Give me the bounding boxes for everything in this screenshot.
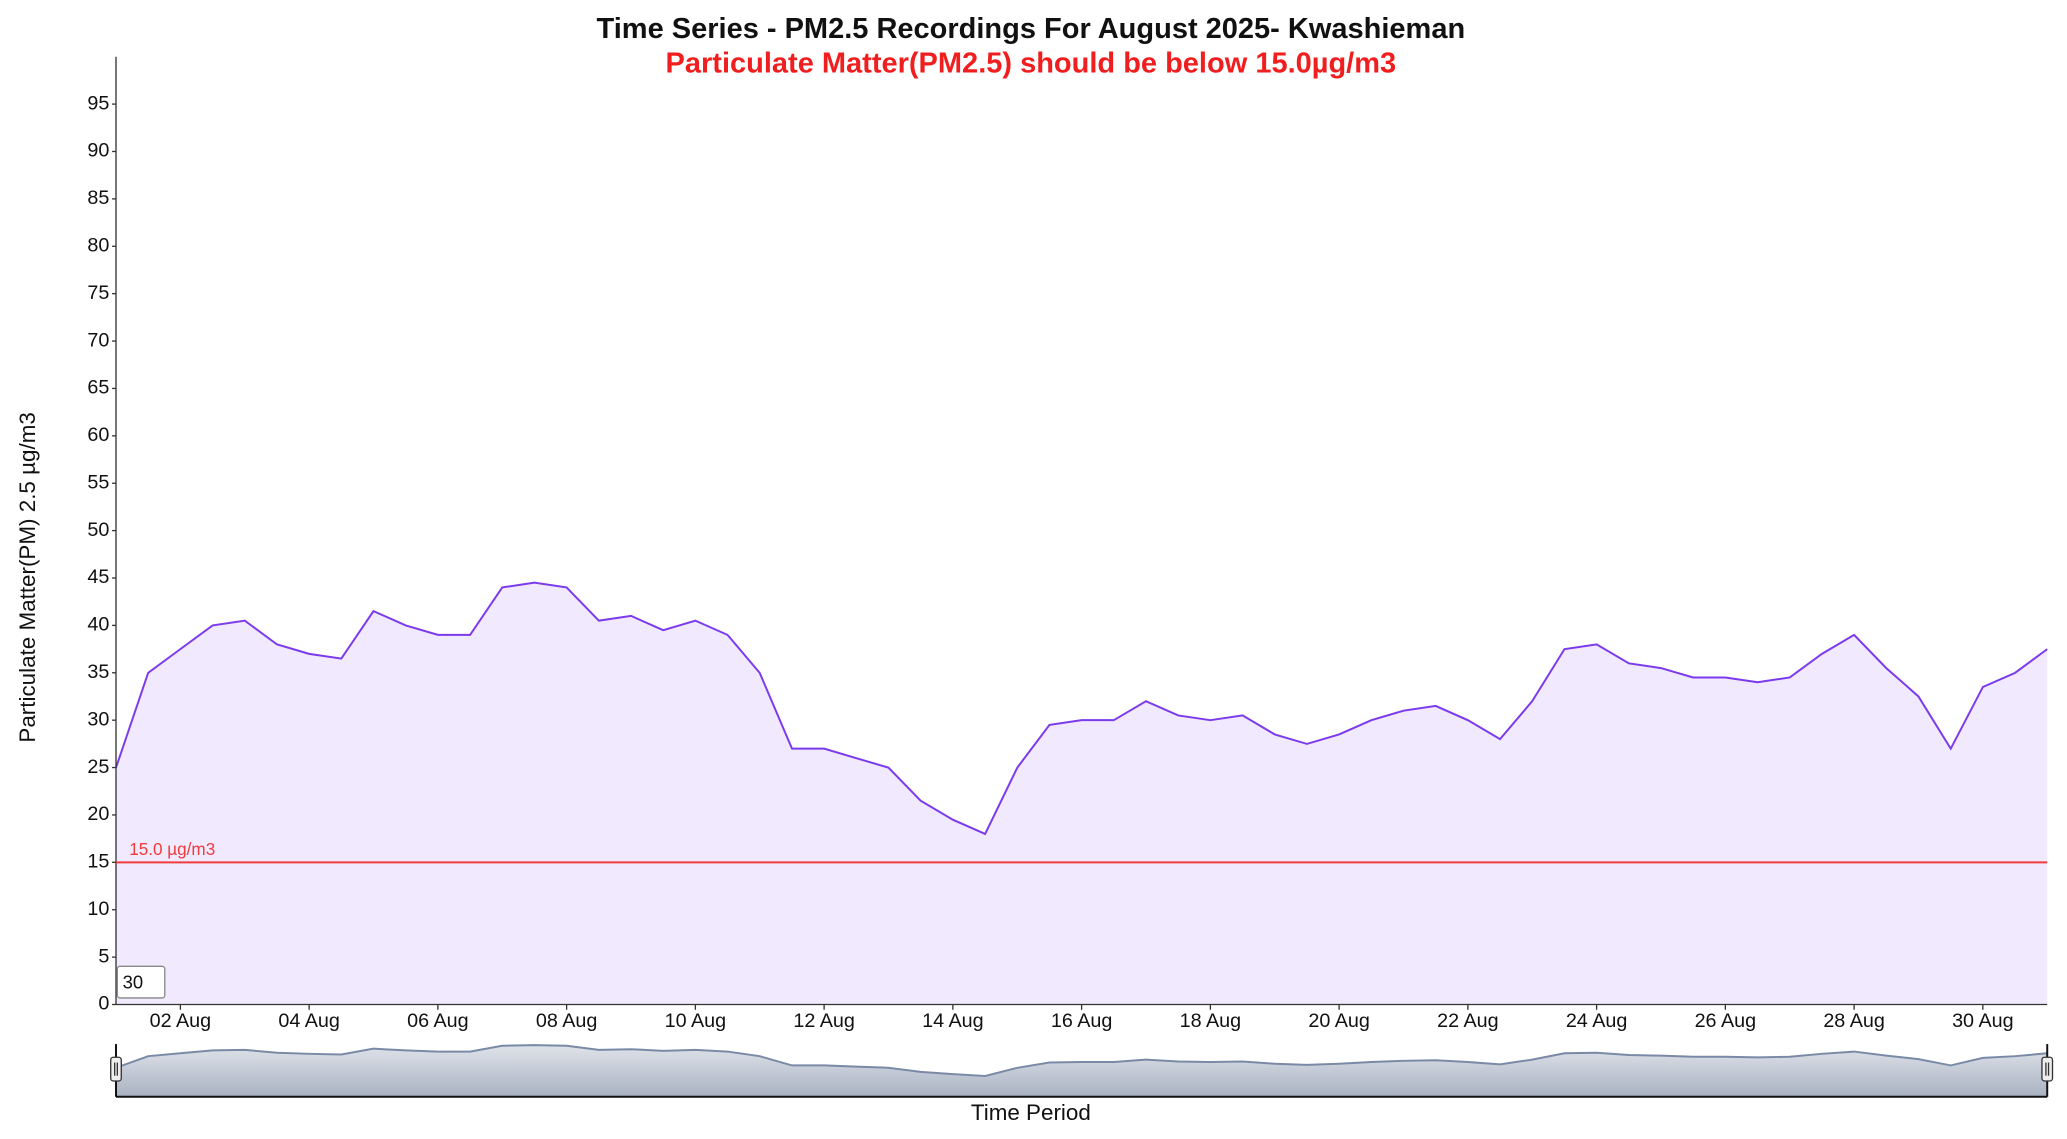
navigator-handle[interactable] (2041, 1056, 2054, 1082)
y-tick-label: 85 (87, 187, 109, 209)
chart-title: Time Series - PM2.5 Recordings For Augus… (597, 13, 1466, 45)
x-tick-label: 26 Aug (1695, 1010, 1757, 1032)
y-tick-label: 5 (98, 945, 109, 967)
area (116, 582, 2048, 1005)
navigator-area (116, 1045, 2048, 1097)
y-tick-label: 30 (87, 708, 109, 730)
y-tick-label: 55 (87, 471, 109, 493)
line (115, 581, 2048, 836)
y-tick-label: 75 (87, 282, 109, 304)
y-tick-label: 15 (87, 851, 109, 873)
y-tick-label: 35 (87, 661, 109, 683)
y-tick-label: 60 (87, 424, 109, 446)
y-tick-label: 90 (87, 140, 109, 162)
x-tick-label: 28 Aug (1823, 1010, 1885, 1032)
range-input[interactable] (116, 965, 166, 999)
x-tick-label: 08 Aug (536, 1010, 598, 1032)
x-tick-label: 24 Aug (1566, 1010, 1628, 1032)
x-tick-label: 30 Aug (1952, 1010, 2014, 1032)
x-tick-label: 06 Aug (407, 1010, 469, 1032)
range-input-value: 30 (123, 971, 144, 992)
y-tick-label: 10 (87, 898, 109, 920)
y-tick-label: 20 (87, 803, 109, 825)
y-tick-label: 40 (87, 614, 109, 636)
chart-subtitle: Particulate Matter(PM2.5) should be belo… (666, 47, 1397, 79)
x-tick-label: 02 Aug (150, 1010, 212, 1032)
x-tick-label: 16 Aug (1051, 1010, 1113, 1032)
navigator-line (115, 1044, 2048, 1077)
x-axis-title: Time Period (971, 1100, 1091, 1125)
y-tick-label: 95 (87, 92, 109, 114)
y-tick-label: 65 (87, 377, 109, 399)
x-tick-label: 10 Aug (665, 1010, 727, 1032)
x-tick-label: 04 Aug (278, 1010, 340, 1032)
y-tick-label: 25 (87, 756, 109, 778)
navigator-handle[interactable] (110, 1056, 122, 1082)
y-tick-label: 0 (98, 993, 109, 1015)
y-tick-label: 50 (87, 519, 109, 541)
x-tick-label: 20 Aug (1308, 1010, 1370, 1032)
y-tick-label: 45 (87, 566, 109, 588)
threshold-label: 15.0 µg/m3 (129, 839, 215, 859)
y-axis-title: Particulate Matter(PM) 2.5 µg/m3 (15, 412, 40, 742)
x-tick-label: 14 Aug (922, 1010, 984, 1032)
y-tick-label: 80 (87, 234, 109, 256)
x-tick-label: 18 Aug (1180, 1010, 1242, 1032)
y-tick-label: 70 (87, 329, 109, 351)
x-tick-label: 22 Aug (1437, 1010, 1499, 1032)
x-tick-label: 12 Aug (793, 1010, 855, 1032)
